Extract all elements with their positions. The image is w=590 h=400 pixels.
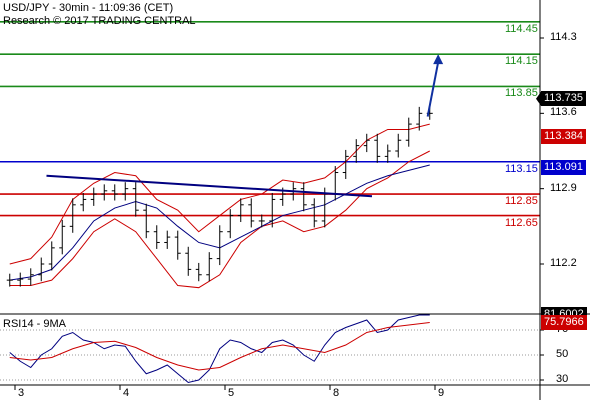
price-tag-113.384: 113.384 <box>541 128 586 144</box>
price-bar <box>269 192 276 228</box>
rsi-tick-label-50: 50 <box>556 348 569 360</box>
price-bar <box>38 257 45 282</box>
price-bar <box>59 219 66 255</box>
price-bar <box>17 272 24 287</box>
price-bar <box>6 273 13 287</box>
price-bar <box>384 144 391 163</box>
chart-title: USD/JPY - 30min - 11:09:36 (CET) <box>3 2 174 14</box>
price-bar <box>395 133 402 158</box>
rsi-tick-label-30: 30 <box>556 373 569 385</box>
price-bar <box>122 182 129 201</box>
price-bar <box>342 149 349 179</box>
price-bar <box>48 241 55 271</box>
price-tag-113.735: 113.735 <box>541 90 586 106</box>
price-bar <box>206 252 213 282</box>
y-tick-label-114.3: 114.3 <box>550 31 577 43</box>
price-bar <box>258 214 265 228</box>
price-bar <box>353 139 360 163</box>
projection-arrow-head <box>433 54 444 65</box>
x-tick-label-4: 4 <box>123 387 130 399</box>
x-tick-label-3: 3 <box>18 387 25 399</box>
price-bar <box>311 198 318 228</box>
rsi-series-9ma <box>9 322 430 371</box>
rsi-panel <box>0 314 540 384</box>
price-bar <box>237 198 244 223</box>
price-bar <box>27 268 34 286</box>
price-bar <box>111 184 118 201</box>
level-label-114.45: 114.45 <box>505 22 538 35</box>
price-bar <box>132 182 139 217</box>
level-label-114.15: 114.15 <box>505 55 538 68</box>
price-bar <box>90 187 97 206</box>
x-tick-label-8: 8 <box>333 387 340 399</box>
price-bar <box>153 225 160 249</box>
level-label-113.15: 113.15 <box>505 162 538 175</box>
chart-credit: Research © 2017 TRADING CENTRAL <box>3 15 196 27</box>
y-tick-label-113.6: 113.6 <box>550 106 577 119</box>
price-bar <box>227 209 234 239</box>
level-label-113.85: 113.85 <box>505 87 538 100</box>
price-bar <box>101 184 108 201</box>
level-label-112.65: 112.65 <box>505 216 538 229</box>
price-bar <box>300 182 307 212</box>
y-tick-label-112.9: 112.9 <box>550 181 577 194</box>
price-bar <box>416 106 423 131</box>
upper-band-line <box>9 123 430 265</box>
price-bar <box>69 198 76 233</box>
price-bar <box>195 262 202 282</box>
level-label-112.85: 112.85 <box>505 195 538 208</box>
price-bar <box>405 117 412 147</box>
price-bar <box>374 133 381 163</box>
rsi-panel-title: RSI14 - 9MA <box>3 318 66 330</box>
price-bar <box>363 133 370 153</box>
projection-arrow-shaft <box>426 61 440 117</box>
price-bar <box>80 192 87 212</box>
price-bar <box>143 203 150 239</box>
price-panel <box>0 21 540 289</box>
price-bar <box>216 225 223 266</box>
y-tick-label-112.2: 112.2 <box>550 257 577 269</box>
price-tag-113.091: 113.091 <box>541 160 586 176</box>
x-tick-label-9: 9 <box>438 387 445 399</box>
price-bar <box>185 246 192 276</box>
trendline <box>46 174 373 198</box>
rsi-tag-75.7966: 75.7966 <box>541 314 587 330</box>
rsi-series-rsi14 <box>9 314 430 384</box>
price-bar <box>164 230 171 249</box>
x-tick-label-5: 5 <box>228 387 235 399</box>
price-bar <box>174 230 181 260</box>
price-bar <box>248 198 255 228</box>
